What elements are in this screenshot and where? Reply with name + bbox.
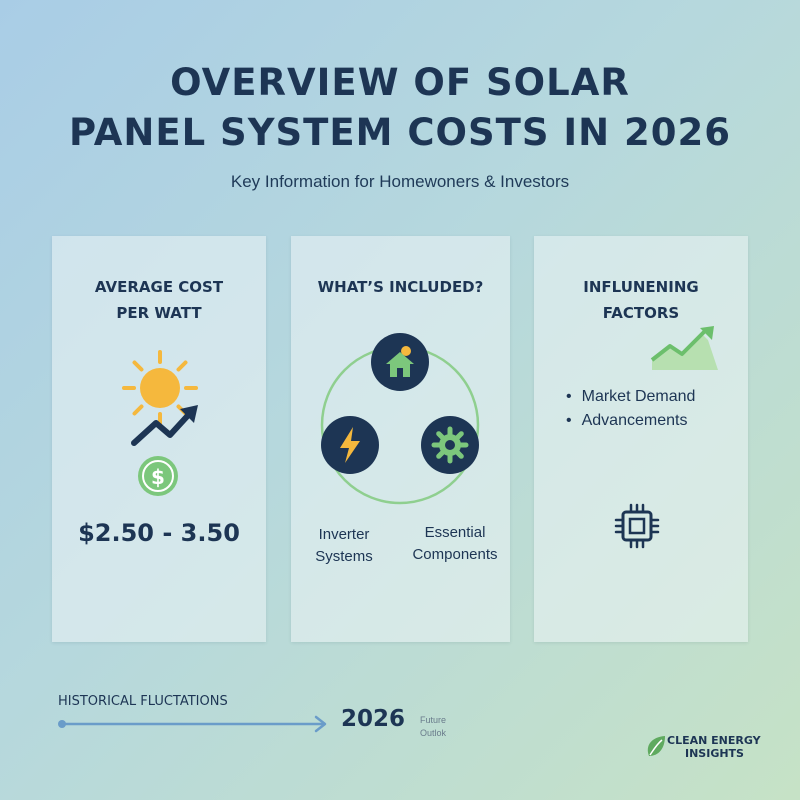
- page-subtitle: Key Information for Homewoners & Investo…: [230, 172, 570, 191]
- factor-item: Market Demand: [566, 385, 696, 409]
- microchip-icon: [614, 503, 660, 549]
- factors-card-title-line-2: FACTORS: [602, 304, 680, 322]
- essential-label-line-2: Components: [412, 546, 498, 563]
- factors-card-title-line-1: INFLUNENING: [583, 278, 699, 296]
- factor-item: Advancements: [566, 409, 695, 433]
- essential-label-line-1: Essential: [424, 524, 486, 541]
- inverter-label-line-1: Inverter: [318, 526, 370, 543]
- future-note-line-2: Outlok: [420, 728, 447, 738]
- inverter-label-line-2: Systems: [315, 548, 373, 565]
- future-note-line-1: Future: [420, 715, 447, 725]
- growth-chart-icon: [650, 326, 718, 370]
- cost-per-watt-value: $2.50 - 3.50: [78, 519, 240, 547]
- cost-card: AVERAGE COST PER WATT $ $2.50 - 3.50: [52, 236, 266, 642]
- factors-card: INFLUNENING FACTORS Market Demand Advanc…: [534, 236, 748, 642]
- inverter-systems-label: Inverter Systems: [301, 524, 387, 568]
- timeline-arrow: [58, 715, 327, 733]
- page-title-line-1: OVERVIEW OF SOLAR: [170, 61, 630, 104]
- svg-text:$: $: [151, 465, 165, 489]
- dollar-coin-icon: $: [138, 456, 178, 496]
- rising-arrow-icon: [131, 405, 198, 446]
- included-card-title: WHAT’S INCLUDED?: [317, 278, 484, 296]
- gear-icon: [421, 416, 479, 474]
- timeline-year: 2026: [341, 706, 406, 732]
- cost-card-title-line-2: PER WATT: [116, 304, 202, 322]
- brand-line-2: INSIGHTS: [685, 747, 744, 760]
- essential-components-label: Essential Components: [405, 522, 505, 566]
- brand-name: CLEAN ENERGY INSIGHTS: [667, 734, 761, 760]
- leaf-icon: [647, 736, 665, 756]
- future-outlook-note: Future Outlok: [420, 714, 446, 740]
- historical-label: HISTORICAL FLUCTATIONS: [58, 694, 228, 709]
- cost-card-title-line-1: AVERAGE COST: [94, 278, 224, 296]
- factors-list: Market Demand Advancements: [566, 385, 696, 433]
- brand-line-1: CLEAN ENERGY: [667, 734, 761, 747]
- page-title-line-2: PANEL SYSTEM COSTS IN 2026: [69, 111, 731, 154]
- lightning-icon: [321, 416, 379, 474]
- solar-house-icon: [371, 333, 429, 391]
- included-card: WHAT’S INCLUDED? Inverter Systems Essent…: [291, 236, 510, 642]
